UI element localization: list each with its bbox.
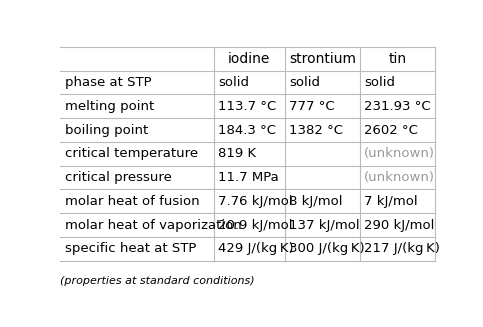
Text: 1382 °C: 1382 °C bbox=[289, 124, 343, 137]
Text: solid: solid bbox=[364, 76, 395, 89]
Text: 7 kJ/mol: 7 kJ/mol bbox=[364, 195, 418, 208]
Text: 819 K: 819 K bbox=[218, 147, 256, 160]
Text: 777 °C: 777 °C bbox=[289, 100, 335, 113]
Text: 217 J/(kg K): 217 J/(kg K) bbox=[364, 242, 440, 255]
Text: iodine: iodine bbox=[228, 52, 270, 66]
Text: 137 kJ/mol: 137 kJ/mol bbox=[289, 219, 360, 232]
Text: 2602 °C: 2602 °C bbox=[364, 124, 418, 137]
Text: strontium: strontium bbox=[289, 52, 356, 66]
Text: (properties at standard conditions): (properties at standard conditions) bbox=[60, 276, 255, 286]
Text: critical pressure: critical pressure bbox=[65, 171, 172, 184]
Text: molar heat of vaporization: molar heat of vaporization bbox=[65, 219, 242, 232]
Text: melting point: melting point bbox=[65, 100, 154, 113]
Text: solid: solid bbox=[289, 76, 320, 89]
Text: 7.76 kJ/mol: 7.76 kJ/mol bbox=[218, 195, 293, 208]
Text: 8 kJ/mol: 8 kJ/mol bbox=[289, 195, 343, 208]
Text: (unknown): (unknown) bbox=[364, 147, 435, 160]
Text: specific heat at STP: specific heat at STP bbox=[65, 242, 196, 255]
Text: phase at STP: phase at STP bbox=[65, 76, 152, 89]
Text: 113.7 °C: 113.7 °C bbox=[218, 100, 277, 113]
Text: 20.9 kJ/mol: 20.9 kJ/mol bbox=[218, 219, 293, 232]
Text: solid: solid bbox=[218, 76, 249, 89]
Text: 11.7 MPa: 11.7 MPa bbox=[218, 171, 279, 184]
Text: 231.93 °C: 231.93 °C bbox=[364, 100, 431, 113]
Text: (unknown): (unknown) bbox=[364, 171, 435, 184]
Text: 300 J/(kg K): 300 J/(kg K) bbox=[289, 242, 365, 255]
Text: molar heat of fusion: molar heat of fusion bbox=[65, 195, 199, 208]
Text: 429 J/(kg K): 429 J/(kg K) bbox=[218, 242, 294, 255]
Text: tin: tin bbox=[388, 52, 406, 66]
Text: 184.3 °C: 184.3 °C bbox=[218, 124, 276, 137]
Text: 290 kJ/mol: 290 kJ/mol bbox=[364, 219, 435, 232]
Text: boiling point: boiling point bbox=[65, 124, 148, 137]
Text: critical temperature: critical temperature bbox=[65, 147, 198, 160]
